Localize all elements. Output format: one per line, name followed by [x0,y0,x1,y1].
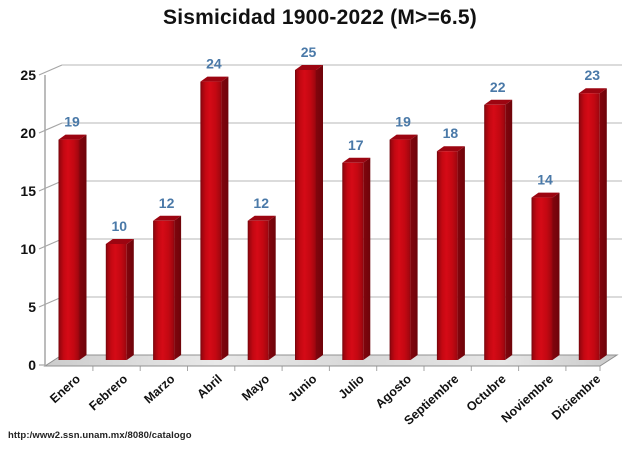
bar-group [389,134,418,360]
bar-group [295,65,323,360]
bar-side-face [410,134,418,360]
bar [105,244,127,360]
bar-top-face [484,99,513,105]
x-axis-category-label: Marzo [141,372,177,407]
y-axis-tick [38,180,63,192]
bar [342,162,364,360]
bar-top-face [389,134,418,140]
bar-side-face [174,215,182,360]
bar-side-face [505,99,513,361]
bar-side-face [599,88,607,360]
bar-value-label: 12 [159,195,175,211]
bar-side-face [552,192,560,360]
bar-group [153,215,182,360]
bar-group [200,76,229,360]
bar-group [58,134,87,360]
x-axis-category-label: Noviembre [499,372,556,426]
bar [578,93,600,360]
x-axis-category-label: Mayo [239,372,272,404]
bar-value-label: 24 [206,56,222,72]
bar-top-face [247,215,276,221]
bar-side-face [79,134,87,360]
bar-top-face [578,88,607,94]
bar [389,139,411,360]
bar-value-label: 23 [585,67,601,83]
y-axis-tick-label: 20 [20,125,36,141]
bar [531,197,553,360]
y-axis-tick [38,64,63,76]
y-axis-tick [38,296,63,308]
bar-side-face [126,239,134,360]
bar-side-face [316,65,323,360]
y-axis-tick-label: 5 [28,299,36,315]
x-axis-category-label: Abril [194,372,225,401]
bar-top-face [436,146,465,152]
bar-top-face [342,157,371,163]
bar-value-label: 19 [395,114,411,130]
bar [247,220,269,360]
x-axis-category-label: Octubre [464,372,509,415]
y-axis-tick-label: 0 [28,357,36,373]
bar-side-face [268,215,276,360]
bar-top-face [58,134,87,140]
y-axis-tick [38,238,63,250]
bar-side-face [457,146,465,360]
bar-side-face [221,76,229,360]
x-axis-category-label: Junio [285,372,319,405]
bar-value-label: 12 [253,195,269,211]
bar-group [436,146,465,360]
bar-top-face [200,76,229,82]
bar-top-face [531,192,560,198]
bar-value-label: 17 [348,137,364,153]
bar [436,151,458,360]
bar-top-face [105,239,134,244]
bar-group [105,239,134,360]
x-axis-category-label: Febrero [86,372,130,414]
source-url: http:/www2.ssn.unam.mx/8080/catalogo [8,430,192,441]
bar-group [247,215,276,360]
bar [200,81,222,360]
bar-group [484,99,513,361]
bar-value-label: 18 [443,125,459,141]
bar-top-face [295,65,323,70]
bar-group [578,88,607,360]
chart-title: Sismicidad 1900-2022 (M>=6.5) [163,6,477,29]
y-axis-tick-label: 15 [20,183,36,199]
bar-top-face [153,215,182,221]
bar-value-label: 14 [537,172,553,188]
bar-value-label: 10 [112,218,128,234]
y-axis-tick [38,122,63,134]
bar-side-face [363,157,371,360]
bar-value-label: 25 [301,44,317,60]
bar [295,70,316,360]
bar [153,220,175,360]
x-axis-category-label: Enero [47,372,83,406]
bar-value-label: 19 [64,114,80,130]
x-axis-category-label: Diciembre [549,372,603,423]
x-axis-category-label: Agosto [373,372,415,411]
bar-group [531,192,560,360]
bar [58,139,80,360]
chart-floor [43,354,619,367]
x-axis-category-label: Julio [336,372,367,402]
bar-value-label: 22 [490,79,506,95]
y-axis-tick-label: 10 [20,241,36,257]
y-axis-tick-label: 25 [20,67,36,83]
bar-group [342,157,371,360]
bar [484,104,506,360]
